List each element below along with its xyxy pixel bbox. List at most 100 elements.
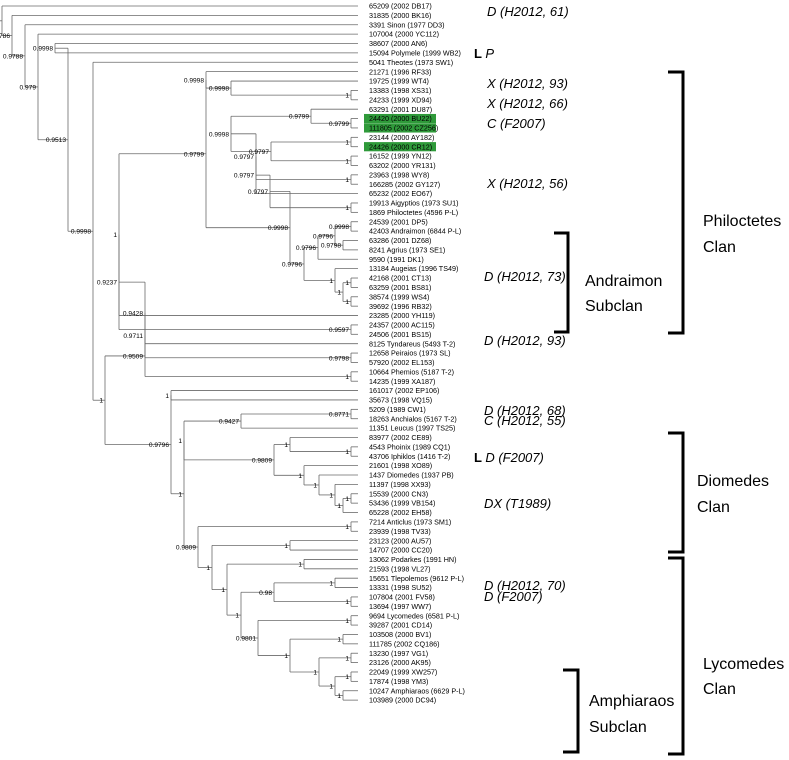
leaf-label-L63: 13331 (1998 SU52) (369, 583, 432, 592)
leaf-label-L35: 24357 (2000 AC115) (369, 321, 435, 330)
support-value-3: 0.9998 (209, 86, 230, 93)
leaf-label-L51: 1437 Diomedes (1937 PB) (369, 471, 454, 480)
support-value-65: 0.9796 (149, 442, 170, 449)
support-value-16: 0.9796 (296, 245, 317, 252)
leaf-label-L65: 13694 (1997 WW7) (369, 602, 431, 611)
support-value-41: 1 (298, 473, 302, 480)
support-value-69: 0.9513 (46, 137, 67, 144)
taxonomy-t12: DX (T1989) (484, 496, 551, 511)
leaf-label-L34: 23285 (2000 YH119) (369, 311, 435, 320)
leaf-label-L24: 24539 (2001 DP5) (369, 217, 428, 226)
support-value-39: 1 (329, 492, 333, 499)
leaf-label-L38: 12658 Peiraios (1973 SL) (369, 349, 451, 358)
support-value-68: 0.9998 (33, 46, 54, 53)
taxonomy-t08: D (H2012, 93) (484, 333, 566, 348)
clan-diomedes-line2: Clan (697, 499, 730, 516)
support-value-47: 1 (329, 580, 333, 587)
support-value-37: 1 (345, 496, 349, 503)
leaf-label-L75: 103989 (2000 DC94) (369, 696, 436, 705)
support-value-27: 0.9237 (97, 280, 118, 287)
highlight-boxes (364, 113, 436, 152)
support-value-30: 0.9711 (123, 333, 143, 340)
bracket-lycomedes (668, 556, 685, 756)
leaf-label-L70: 13230 (1997 VG1) (369, 649, 428, 658)
support-value-2: 1 (345, 93, 349, 100)
highlight-L16 (364, 142, 436, 152)
leaf-label-L13: 24420 (2000 BU22) (369, 114, 432, 123)
leaf-label-L11: 24233 (1999 XD94) (369, 95, 432, 104)
support-value-18: 1 (345, 299, 349, 306)
leaf-label-L55: 65228 (2002 EH58) (369, 508, 432, 517)
clan-brackets (554, 70, 685, 756)
leaf-label-L17: 16152 (1999 YN12) (369, 152, 432, 161)
leaf-label-L40: 10664 Phemios (5187 T-2) (369, 367, 454, 376)
support-value-43: 1 (178, 438, 182, 445)
support-value-49: 0.98 (259, 590, 272, 597)
taxonomy-t02: L P (474, 46, 494, 61)
support-value-56: 1 (313, 669, 317, 676)
leaf-label-L16: 24426 (2000 CR12) (369, 142, 432, 151)
support-value-48: 1 (345, 599, 349, 606)
leaf-label-L10: 13383 (1998 XS31) (369, 86, 431, 95)
leaf-label-L74: 10247 Amphiaraos (6629 P-L) (369, 686, 465, 695)
leaf-label-L71: 23126 (2000 AK95) (369, 658, 431, 667)
support-value-11: 1 (345, 205, 349, 212)
leaf-label-L15: 23144 (2000 AY182) (369, 133, 434, 142)
support-value-29: 0.9428 (123, 310, 144, 317)
leaf-label-L31: 63259 (2001 BS81) (369, 283, 431, 292)
support-values: 0.97990.979910.9998110.97970.999810.9797… (0, 18, 349, 700)
support-value-7: 0.9998 (209, 131, 230, 138)
support-value-66: 1 (99, 398, 103, 405)
taxonomy-t11: L D (F2007) (474, 450, 544, 465)
leaf-label-L44: 5209 (1989 CW1) (369, 405, 426, 414)
leaf-label-L20: 166285 (2002 GY127) (369, 180, 440, 189)
support-value-32: 0.9509 (123, 353, 144, 360)
leaf-label-L09: 19725 (1999 WT4) (369, 77, 429, 86)
leaf-label-L01: 65209 (2002 DB17) (369, 2, 432, 11)
support-value-5: 1 (345, 158, 349, 165)
leaf-label-L21: 65232 (2002 EO67) (369, 189, 432, 198)
support-value-70: 0.979 (19, 84, 36, 91)
support-value-55: 1 (329, 684, 333, 691)
leaf-label-L47: 83977 (2002 CE89) (369, 433, 432, 442)
support-value-12: 0.9797 (248, 189, 269, 196)
leaf-label-L54: 53436 (1999 VB154) (369, 499, 435, 508)
support-value-17: 1 (345, 280, 349, 287)
leaf-label-L43: 35673 (1998 VQ15) (369, 396, 432, 405)
support-value-13: 0.9998 (329, 224, 350, 231)
leaf-label-L37: 8125 Tyndareus (5493 T-2) (369, 339, 455, 348)
support-value-25: 0.9597 (329, 327, 350, 334)
bracket-philoctetes (668, 70, 685, 335)
leaf-label-L52: 11397 (1998 XX93) (369, 480, 431, 489)
support-value-61: 1 (206, 565, 210, 572)
leaf-label-L18: 63202 (2000 YR131) (369, 161, 436, 170)
leaf-label-L05: 38607 (2000 AN6) (369, 39, 427, 48)
support-value-52: 1 (345, 655, 349, 662)
leaf-label-L22: 19913 Aigyptios (1973 SU1) (369, 199, 459, 208)
leaf-label-L08: 21271 (1996 RF33) (369, 67, 431, 76)
support-value-26: 1 (113, 232, 117, 239)
support-value-34: 0.9427 (219, 419, 240, 426)
support-value-15: 0.9796 (313, 233, 334, 240)
leaf-label-L23: 1869 Philoctetes (4596 P-L) (369, 208, 458, 217)
leaf-label-L49: 43706 Iphiklos (1416 T-2) (369, 452, 450, 461)
clan-philoctetes-line1: Philoctetes (703, 213, 781, 230)
support-value-19: 1 (337, 290, 341, 297)
leaf-label-L06: 15094 Polymele (1999 WB2) (369, 49, 461, 58)
highlight-L13 (364, 113, 436, 124)
leaf-label-L12: 63291 (2001 DU87) (369, 105, 432, 114)
leaf-label-L41: 14235 (1999 XA187) (369, 377, 435, 386)
leaf-label-L27: 8241 Agrius (1973 SE1) (369, 245, 445, 254)
leaf-label-L19: 23963 (1998 WY8) (369, 170, 429, 179)
taxonomy-t13: D (H2012, 70) (484, 578, 566, 593)
leaf-label-L60: 13062 Podarkes (1991 HN) (369, 555, 457, 564)
support-value-8: 1 (345, 177, 349, 184)
leaf-label-L32: 38574 (1999 WS4) (369, 292, 429, 301)
support-value-63: 1 (178, 491, 182, 498)
support-value-54: 1 (337, 693, 341, 700)
support-value-62: 0.9809 (176, 545, 197, 552)
support-value-1: 0.9799 (289, 114, 310, 121)
support-value-6: 0.9797 (249, 149, 270, 156)
bracket-diomedes (668, 431, 685, 554)
leaf-label-L66: 9694 Lycomedes (6581 P-L) (369, 611, 459, 620)
